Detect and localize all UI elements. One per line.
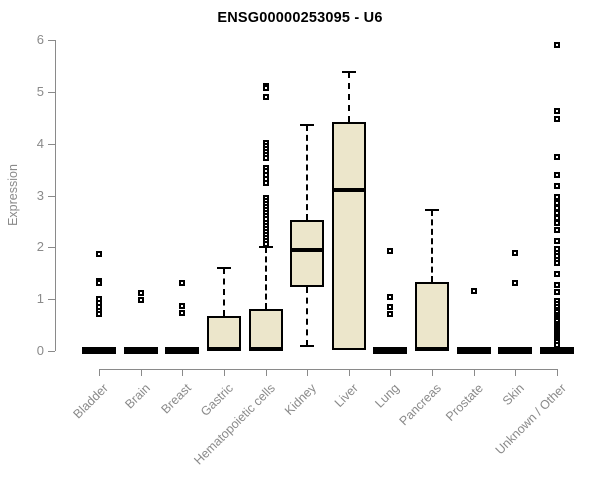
outlier-point <box>262 93 269 100</box>
y-tick <box>48 92 55 93</box>
outlier-point <box>470 287 477 294</box>
outlier-point <box>262 85 269 92</box>
outlier-point <box>179 309 186 316</box>
collapsed-box <box>498 347 533 354</box>
y-tick <box>48 40 55 42</box>
x-axis-label: Unknown / Other <box>492 381 569 458</box>
outlier-point <box>137 289 144 296</box>
y-tick-label: 4 <box>36 135 44 151</box>
y-tick <box>48 299 55 301</box>
lower-whisker <box>306 286 309 346</box>
upper-whisker-cap <box>216 267 231 270</box>
y-tick <box>48 351 55 352</box>
upper-whisker-cap <box>258 245 273 248</box>
outlier-point <box>554 116 561 123</box>
upper-whisker-cap <box>300 123 315 126</box>
outlier-point <box>554 341 561 348</box>
collapsed-box <box>540 347 575 354</box>
upper-whisker <box>264 246 267 309</box>
outlier-point <box>96 279 102 286</box>
collapsed-box <box>82 347 116 354</box>
outlier-point <box>554 107 561 114</box>
collapsed-box <box>456 347 491 354</box>
upper-whisker <box>347 71 350 123</box>
y-tick-label: 2 <box>36 239 44 255</box>
outlier-point <box>554 199 561 206</box>
box <box>206 315 241 351</box>
collapsed-box <box>373 347 408 354</box>
box <box>331 122 366 350</box>
x-tick <box>348 369 350 376</box>
upper-whisker-cap <box>341 70 356 73</box>
x-tick <box>223 369 225 376</box>
x-tick <box>307 369 309 376</box>
y-tick <box>48 247 55 249</box>
box <box>290 220 325 287</box>
median-line <box>248 347 283 352</box>
outlier-point <box>512 249 519 256</box>
y-axis-line <box>55 40 56 351</box>
y-tick <box>48 143 55 145</box>
x-tick <box>182 369 184 376</box>
x-tick <box>557 369 559 376</box>
lower-whisker-cap <box>300 344 315 347</box>
outlier-point <box>554 183 561 190</box>
median-line <box>290 247 325 252</box>
x-tick <box>99 369 100 376</box>
outlier-point <box>387 293 394 300</box>
outlier-point <box>179 279 186 286</box>
y-tick-label: 0 <box>36 343 44 358</box>
x-tick <box>473 369 475 376</box>
box <box>248 308 283 351</box>
outlier-point <box>554 281 561 288</box>
x-tick <box>432 369 434 376</box>
outlier-point <box>262 154 269 161</box>
upper-whisker <box>431 210 434 282</box>
outlier-point <box>262 240 269 247</box>
outlier-point <box>179 303 186 310</box>
outlier-point <box>554 194 561 201</box>
median-line <box>415 347 450 352</box>
outlier-point <box>554 171 561 178</box>
chart-title: ENSG00000253095 - U6 <box>217 10 383 26</box>
outlier-point <box>554 289 561 296</box>
x-tick <box>515 369 517 376</box>
x-tick <box>390 369 392 376</box>
y-tick-label: 1 <box>36 291 44 307</box>
outlier-point <box>387 303 394 310</box>
outlier-point <box>554 219 561 226</box>
x-tick <box>265 369 267 376</box>
box <box>415 281 450 351</box>
collapsed-box <box>123 347 158 354</box>
outlier-point <box>554 237 561 244</box>
median-line <box>331 188 366 193</box>
outlier-point <box>512 280 519 287</box>
outlier-point <box>387 310 394 317</box>
outlier-point <box>554 270 561 277</box>
y-tick-label: 3 <box>36 187 44 203</box>
outlier-point <box>554 154 561 161</box>
outlier-point <box>96 310 102 317</box>
outlier-point <box>554 209 561 216</box>
y-tick-label: 6 <box>36 32 44 48</box>
outlier-point <box>554 259 561 266</box>
median-line <box>206 347 241 352</box>
outlier-point <box>554 41 561 48</box>
outlier-point <box>262 179 269 186</box>
x-tick <box>140 369 142 376</box>
y-tick-label: 5 <box>36 84 44 99</box>
upper-whisker <box>306 124 309 221</box>
outlier-point <box>137 297 144 304</box>
upper-whisker <box>222 268 225 316</box>
upper-whisker-cap <box>425 209 440 212</box>
y-tick <box>48 195 55 197</box>
outlier-point <box>387 248 394 255</box>
collapsed-box <box>165 347 200 354</box>
x-axis-line <box>99 369 558 370</box>
outlier-point <box>96 251 102 258</box>
outlier-point <box>554 227 561 234</box>
